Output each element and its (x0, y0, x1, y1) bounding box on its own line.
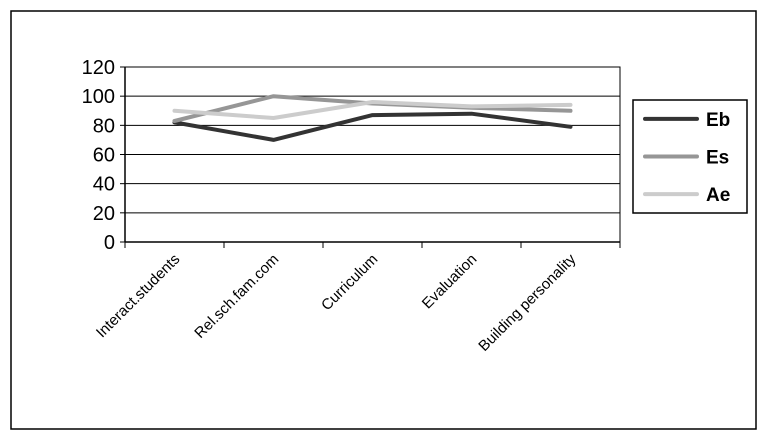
y-tick-label: 60 (93, 145, 115, 167)
y-tick-label: 120 (82, 57, 115, 79)
y-axis: 0 20 40 60 80 100 120 (82, 57, 126, 254)
gridlines (125, 66, 620, 214)
legend-label-eb: Eb (706, 110, 730, 131)
series-lines (172, 94, 573, 142)
y-tick-label: 0 (104, 232, 115, 254)
y-tick-label: 100 (82, 86, 115, 108)
legend: Eb Es Ae (632, 99, 748, 214)
series-line-eb (172, 111, 573, 142)
legend-label-ae: Ae (706, 185, 730, 206)
y-tick-label: 20 (93, 203, 115, 225)
y-tick-label: 80 (93, 115, 115, 137)
y-tick-label: 40 (93, 174, 115, 196)
series-line-ae (172, 100, 573, 120)
legend-label-es: Es (706, 148, 729, 169)
